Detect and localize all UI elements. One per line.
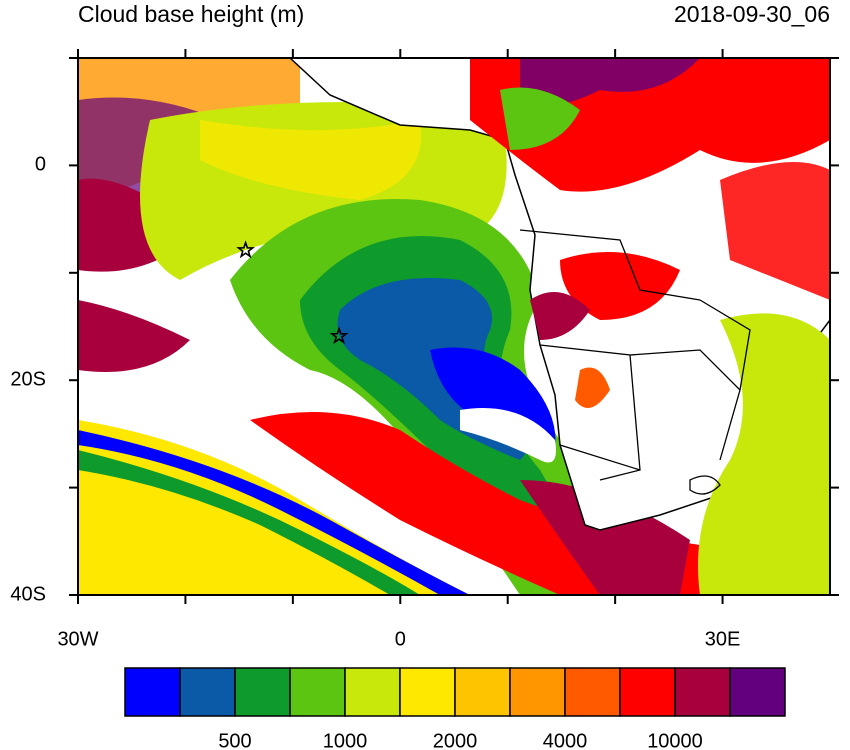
colorbar-label: 500 [218, 730, 251, 750]
colorbar-label: 4000 [543, 730, 588, 750]
colorbar-swatch [674, 667, 731, 717]
x-tick-label: 30E [705, 628, 741, 650]
x-tick-label: 30W [57, 628, 98, 650]
colorbar-swatch [234, 667, 291, 717]
timestamp: 2018-09-30_06 [674, 1, 830, 27]
colorbar-swatch [289, 667, 346, 717]
station-marker [236, 240, 256, 259]
colorbar-swatch [729, 667, 786, 717]
station-marker [329, 326, 349, 345]
colorbar-swatch [619, 667, 676, 717]
y-tick-label: 0 [35, 154, 46, 176]
plot-frame [77, 57, 831, 596]
colorbar-swatch [124, 667, 181, 717]
colorbar-swatch [179, 667, 236, 717]
y-tick-label: 40S [10, 583, 46, 605]
colorbar-label: 2000 [433, 730, 478, 750]
title: Cloud base height (m) [78, 1, 304, 27]
x-tick-label: 0 [395, 628, 406, 650]
colorbar-swatch [399, 667, 456, 717]
colorbar-swatch [344, 667, 401, 717]
colorbar-swatch [454, 667, 511, 717]
colorbar-label: 10000 [647, 730, 703, 750]
cloud-field [78, 58, 830, 595]
y-tick-label: 20S [10, 368, 46, 390]
colorbar-label: 1000 [323, 730, 368, 750]
colorbar-swatch [509, 667, 566, 717]
colorbar-swatch [564, 667, 621, 717]
